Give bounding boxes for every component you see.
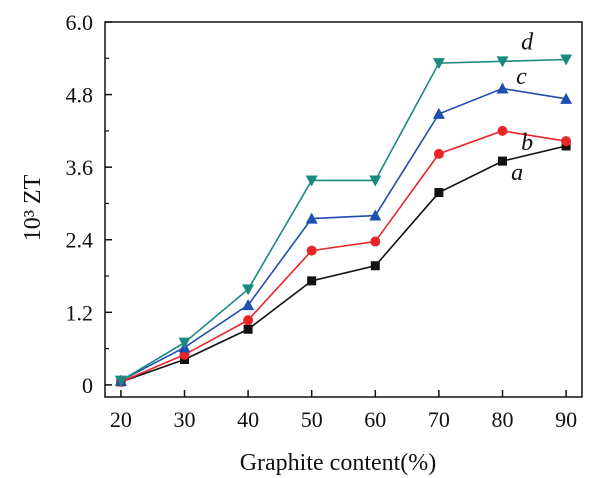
x-tick-label-80: 80 [492, 407, 514, 432]
plot-frame [104, 21, 583, 398]
x-tick-label-50: 50 [301, 407, 323, 432]
point-c-70 [432, 107, 445, 119]
point-d-90 [560, 54, 573, 66]
point-c-50 [305, 212, 318, 224]
plot-area [104, 21, 583, 398]
point-a-50 [307, 276, 317, 286]
y-tick-label-6.0: 6.0 [66, 10, 94, 35]
x-axis-title: Graphite content(%) [240, 450, 437, 476]
x-tick-label-60: 60 [364, 407, 386, 432]
point-b-80 [497, 125, 508, 136]
point-c-90 [560, 92, 573, 104]
y-axis-title: 10³ ZT [20, 174, 46, 241]
point-d-20 [114, 375, 127, 387]
point-b-50 [306, 245, 317, 256]
point-d-50 [305, 175, 318, 187]
series-label-a: a [511, 160, 523, 186]
point-a-60 [370, 261, 380, 271]
series-d: d [114, 30, 573, 387]
x-tick-label-90: 90 [555, 407, 577, 432]
point-c-80 [496, 82, 509, 94]
series-line-a [120, 145, 567, 383]
series-layer: ab cd [114, 30, 573, 387]
series-line-d [120, 58, 567, 382]
series-line-b [120, 130, 567, 383]
x-tick-label-30: 30 [174, 407, 196, 432]
y-tick-label-2.4: 2.4 [66, 228, 94, 253]
point-d-40 [242, 284, 255, 296]
point-a-80 [498, 156, 507, 166]
series-c: c [114, 64, 573, 386]
x-tick-label-40: 40 [237, 407, 259, 432]
point-b-70 [433, 148, 444, 159]
point-c-60 [369, 209, 382, 221]
axis-ticks: 20 30 40 50 60 70 80 90 0 1.2 2.4 3.6 4.8 6.0 [66, 10, 578, 432]
point-a-70 [434, 188, 444, 198]
point-d-60 [369, 175, 382, 187]
point-d-70 [432, 58, 445, 70]
point-b-60 [370, 236, 381, 247]
series-line-c [120, 87, 567, 382]
series-label-c: c [516, 64, 527, 90]
x-tick-label-20: 20 [110, 407, 132, 432]
x-tick-label-70: 70 [428, 407, 450, 432]
y-tick-label-3.6: 3.6 [66, 155, 94, 180]
y-tick-label-4.8: 4.8 [66, 83, 94, 108]
point-d-80 [496, 56, 509, 68]
point-c-40 [242, 299, 255, 311]
series-label-d: d [521, 30, 534, 56]
point-d-30 [178, 337, 191, 349]
point-a-40 [243, 324, 253, 334]
point-b-40 [243, 315, 254, 326]
point-b-90 [561, 136, 572, 147]
y-tick-label-0: 0 [82, 373, 93, 398]
y-tick-label-1.2: 1.2 [66, 300, 94, 325]
series-b: b [115, 125, 572, 387]
series-label-b: b [521, 130, 533, 156]
